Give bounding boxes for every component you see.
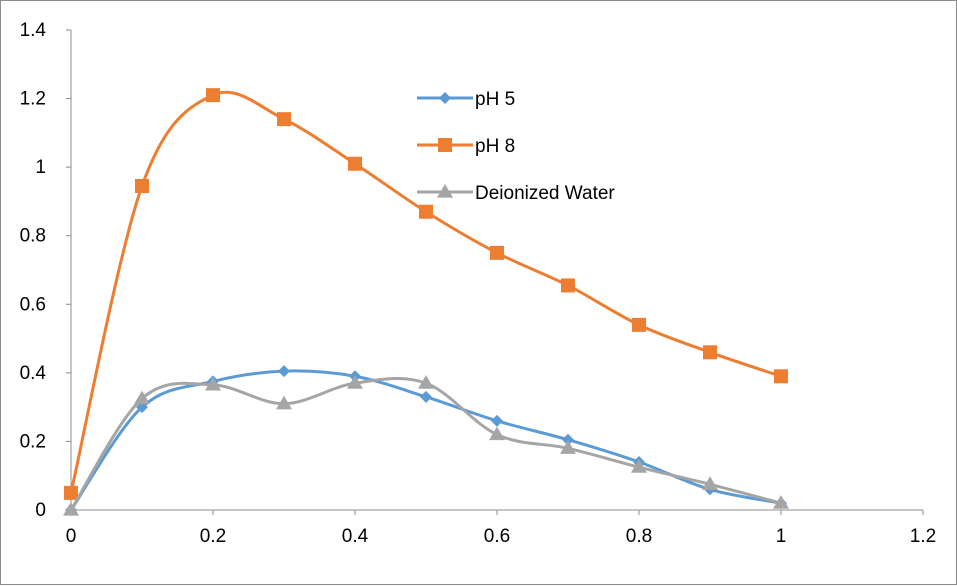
- data-point-deionized-water: [276, 395, 292, 410]
- legend-label: pH 5: [475, 89, 515, 110]
- y-tick-label: 0.6: [20, 294, 46, 315]
- legend-item-deionized-water: Deionized Water: [417, 183, 615, 204]
- data-point-deionized-water: [560, 440, 576, 454]
- data-point-ph-5: [562, 433, 574, 446]
- x-tick-label: 0.8: [626, 526, 652, 547]
- data-point-ph-8: [135, 179, 149, 193]
- x-tick-label: 0.2: [200, 526, 226, 547]
- data-point-deionized-water: [702, 476, 718, 490]
- series-line-ph-8: [69, 90, 783, 495]
- y-tick-label: 0: [35, 500, 46, 521]
- data-point-ph-8: [703, 345, 717, 360]
- x-tick-label: 1.2: [910, 526, 936, 547]
- legend: pH 5 pH 8 Deionized Water: [417, 89, 615, 204]
- data-point-deionized-water: [631, 459, 647, 473]
- legend-item-ph-5: pH 5: [417, 89, 515, 110]
- data-point-ph-5: [491, 414, 503, 427]
- x-tick-label: 0.6: [484, 526, 510, 547]
- legend-marker: [437, 184, 453, 198]
- legend-marker: [439, 92, 451, 104]
- data-point-ph-8: [419, 204, 433, 219]
- y-tick-label: 1.4: [20, 20, 47, 41]
- data-point-ph-8: [277, 112, 291, 127]
- data-point-ph-5: [420, 390, 432, 403]
- legend-label: Deionized Water: [475, 183, 615, 204]
- x-tick-label: 0.4: [342, 526, 369, 547]
- data-point-deionized-water: [489, 426, 505, 441]
- y-tick-label: 1: [35, 157, 46, 178]
- y-tick-label: 0.2: [20, 431, 46, 452]
- legend-item-ph-8: pH 8: [417, 136, 515, 157]
- series-ph-8: [64, 88, 788, 500]
- data-point-deionized-water: [347, 375, 363, 389]
- legend-marker: [438, 138, 452, 152]
- axes: 0 0.2 0.4 0.6 0.8 1 1.2 1.4 0 0.2 0.4 0.6 0.8 1 1.2: [20, 20, 937, 547]
- data-point-deionized-water: [205, 376, 221, 391]
- y-tick-label: 0.4: [20, 363, 47, 384]
- series-layer: [63, 88, 789, 516]
- y-tick-label: 1.2: [20, 89, 46, 110]
- data-point-ph-8: [561, 278, 575, 293]
- data-point-ph-8: [206, 88, 220, 103]
- data-point-deionized-water: [418, 375, 434, 389]
- data-point-ph-8: [348, 156, 362, 171]
- data-point-ph-8: [490, 245, 504, 260]
- data-point-ph-8: [64, 485, 78, 500]
- data-point-ph-5: [278, 365, 290, 378]
- series-deionized-water: [63, 375, 789, 516]
- data-point-deionized-water: [773, 495, 789, 509]
- data-point-deionized-water: [134, 390, 150, 405]
- x-tick-label: 0: [66, 526, 77, 547]
- x-tick-label: 1: [776, 526, 787, 547]
- data-point-ph-8: [632, 317, 646, 332]
- legend-label: pH 8: [475, 136, 515, 157]
- data-point-deionized-water: [63, 502, 79, 516]
- data-point-ph-8: [774, 369, 788, 384]
- y-tick-label: 0.8: [20, 226, 46, 247]
